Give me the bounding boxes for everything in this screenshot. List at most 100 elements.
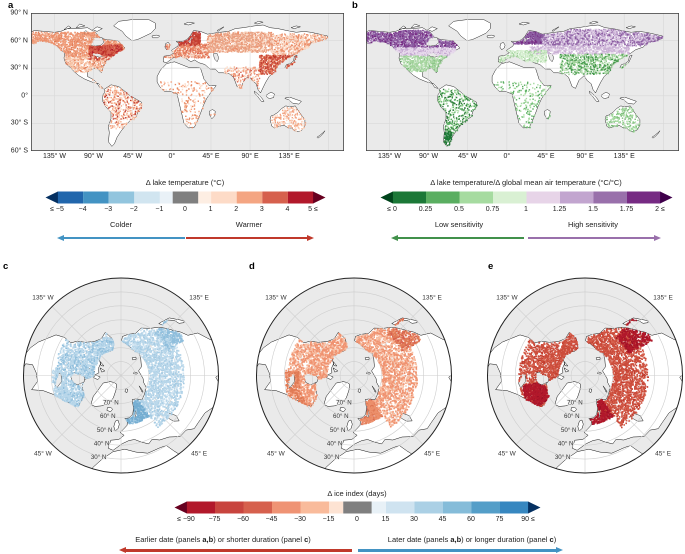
coastline: [194, 278, 219, 313]
coastline: [183, 21, 195, 26]
meridian-ray: [284, 375, 355, 445]
polar-meridian-label: 45° W: [267, 450, 286, 458]
polar-meridian-label: 45° W: [34, 450, 53, 458]
colorbar-segment: [57, 191, 83, 204]
polar-latitude-label: 50° N: [330, 427, 346, 434]
coastline: [106, 407, 113, 412]
colorbar-segment: [392, 191, 426, 204]
earlier-date-arrow-bar: [126, 549, 352, 552]
polar-map-frame: [487, 277, 683, 474]
meridian-ray: [284, 306, 355, 376]
polar-meridian-label: 45° W: [498, 450, 517, 458]
panel-b-label: b: [352, 0, 358, 11]
colorbar-b-title: Δ lake temperature/Δ global mean air tem…: [430, 178, 622, 187]
low-sensitivity-arrow-bar-arrowhead: [391, 235, 398, 242]
meridian-ray: [515, 375, 586, 445]
panel-b-x-tick: 90° W: [419, 153, 439, 160]
lake-data-dots: [51, 328, 185, 426]
panel-a-x-tick: 90° E: [241, 153, 259, 160]
coastline: [658, 278, 683, 313]
meridian-ray: [51, 306, 122, 376]
lake-data-dots: [54, 328, 185, 427]
lake-data-dots: [518, 327, 649, 429]
colorbar-segment: [82, 191, 109, 204]
low-sensitivity-label: Low sensitivity: [434, 220, 484, 229]
polar-latitude-label: 40° N: [94, 440, 110, 447]
polar-latitude-label: 70° N: [567, 400, 583, 407]
colorbar-left-arrow: [45, 191, 58, 204]
lake-data-dots: [498, 49, 548, 64]
colorbar-tick-label: 45: [438, 516, 447, 523]
colorbar-tick-label: ≤ 0: [387, 206, 397, 213]
coastline: [588, 388, 592, 393]
coastline: [595, 356, 601, 361]
panel-c-polar-map: 135° W 135° E 45° W 45° E 70° N 60° N 50° N 40°…: [6, 259, 236, 492]
panel-a-x-tick: 135° W: [42, 153, 66, 160]
panel-a-label: a: [8, 0, 14, 11]
panel-b-x-tick: 90° E: [576, 153, 594, 160]
coastline: [99, 367, 106, 373]
polar-meridian-label: 45° E: [424, 450, 441, 458]
later-date-arrow-bar: [358, 549, 556, 552]
panel-c-label: c: [3, 261, 9, 272]
coastline: [551, 26, 560, 32]
colorbar-a: ≤ −5 −4 −3 −2 −1 0 1 2 3 4 5 ≤: [45, 191, 326, 217]
earlier-date-arrow-bar-arrowhead: [119, 547, 126, 554]
coastline: [601, 91, 610, 99]
polar-meridian-label: 135° W: [265, 293, 287, 301]
panel-d-polar-map-svg: 135° W 135° E 45° W 45° E 70° N 60° N 50° N 40°…: [256, 277, 452, 474]
label-part: a,b: [450, 535, 462, 544]
coastline: [316, 130, 326, 139]
colorbar-segment: [526, 191, 560, 204]
cbar-ice-svg: [174, 501, 540, 514]
polar-meridian-label: 45° E: [655, 450, 672, 458]
coastline: [589, 21, 599, 25]
lake-data-dots: [31, 31, 125, 73]
colorbar-segment: [186, 501, 215, 514]
colorbar-segment: [425, 191, 459, 204]
label-part: ) or longer duration (panel: [461, 535, 550, 544]
meridian-ray: [353, 375, 424, 445]
coastline: [332, 367, 339, 373]
panel-b-x-tick: 45° W: [458, 153, 478, 160]
colorbar-tick-label: 1: [208, 206, 213, 213]
cbar-b-svg: [380, 191, 672, 204]
colorbar-ice-title: Δ ice index (days): [327, 489, 387, 498]
meridian-ray: [515, 306, 586, 376]
earlier-date-label: Earlier date (panels a,b) or shorter dur…: [135, 535, 311, 544]
polar-latitude-label: 40° N: [558, 440, 574, 447]
label-part: ): [553, 535, 557, 544]
coastline: [254, 21, 264, 25]
colorbar-segment: [559, 191, 593, 204]
lake-data-dots: [164, 43, 210, 59]
colorbar-right-arrow: [312, 191, 325, 204]
panel-b-x-tick: 135° E: [613, 153, 635, 160]
coastline: [189, 278, 219, 293]
coastline: [570, 407, 577, 412]
colder-arrow-bar-arrowhead: [57, 235, 64, 242]
colorbar-segment: [593, 191, 627, 204]
colorbar-tick-label: −2: [129, 206, 138, 213]
coastline: [427, 278, 452, 313]
polar-meridian-label: 135° W: [496, 293, 518, 301]
coastline: [448, 19, 491, 41]
colorbar-a-title: Δ lake temperature (°C): [145, 178, 225, 187]
coastline: [266, 91, 275, 99]
coastline: [325, 374, 334, 380]
lake-data-dots: [360, 400, 383, 425]
panel-a-x-tick: 0°: [168, 153, 176, 160]
panel-a-y-tick: 30° S: [10, 119, 28, 127]
colorbar-tick-label: 1.75: [619, 206, 634, 213]
coastline: [563, 367, 570, 373]
colorbar-tick-label: −1: [155, 206, 164, 213]
colorbar-segment: [159, 191, 173, 204]
label-part: a,b: [202, 535, 214, 544]
label-part: Earlier date (panels: [135, 535, 203, 544]
panel-a-x-tick: 45° E: [202, 153, 220, 160]
polar-meridian-label: 135° E: [189, 293, 209, 301]
colorbar-tick-label: 5 ≤: [308, 206, 318, 213]
warmer-arrow-bar-arrowhead: [306, 235, 314, 242]
colorbar-tick-label: −15: [322, 516, 335, 523]
high-sensitivity-label: High sensitivity: [567, 220, 619, 229]
